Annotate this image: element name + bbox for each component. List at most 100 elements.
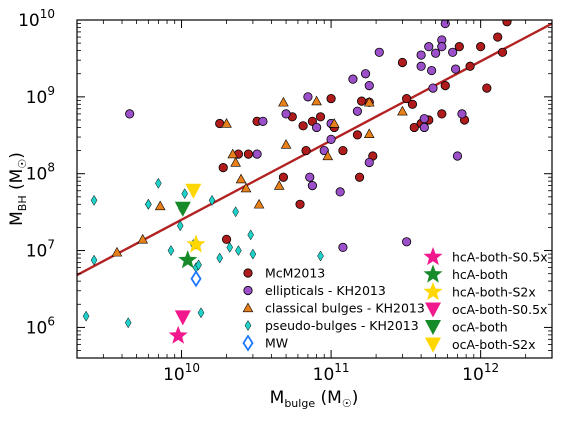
classical-bulges-kh2013-point [154, 200, 166, 211]
pseudo-bulges-kh2013-point [195, 259, 202, 271]
ellipticals-kh2013-point [307, 181, 318, 191]
ellipticals-kh2013-point [457, 109, 467, 119]
mcm2013-point [298, 121, 308, 131]
legend-marker-hca-both-s0-5x [423, 247, 443, 266]
legend-label-pseudo-bulges-kh2013: pseudo-bulges - KH2013 [265, 318, 419, 333]
legend-label-classical-bulges-kh2013: classical bulges - KH2013 [265, 301, 425, 316]
ellipticals-kh2013-point [424, 42, 434, 52]
ellipticals-kh2013-point [437, 42, 447, 52]
legend-marker-oca-both-s0-5x [425, 302, 441, 318]
ellipticals-kh2013-point [416, 61, 426, 71]
pseudo-bulges-kh2013-point [176, 220, 184, 232]
mcm2013-point [502, 20, 512, 27]
classical-bulges-kh2013-point [253, 198, 265, 209]
legend-marker-oca-both-s2x [425, 337, 441, 353]
pseudo-bulges-kh2013-point [124, 317, 132, 329]
pseudo-bulges-kh2013-point [145, 198, 152, 210]
classical-bulges-kh2013-point [137, 233, 149, 244]
pseudo-bulges-kh2013-point [247, 229, 254, 241]
legend-marker-classical-bulges-kh2013 [242, 302, 254, 313]
mcm2013-point [326, 93, 336, 104]
mcm2013-point [301, 145, 311, 156]
legend-label-oca-both: ocA-both [452, 320, 508, 335]
mcm2013-point [407, 99, 418, 109]
mcm2013-point [221, 234, 232, 244]
classical-bulges-kh2013-point [230, 157, 241, 167]
ellipticals-kh2013-point [352, 106, 363, 116]
y-tick-label: 106 [26, 314, 55, 338]
legend-label-oca-both-s2x: ocA-both-S2x [452, 337, 536, 352]
classical-bulges-kh2013-point [397, 105, 408, 116]
classical-bulges-kh2013-point [278, 96, 289, 107]
mcm2013-point [493, 32, 503, 42]
legend-label-mw: MW [265, 336, 288, 351]
ellipticals-kh2013-point [448, 47, 458, 57]
classical-bulges-kh2013-point [221, 118, 232, 128]
ellipticals-kh2013-point [452, 151, 463, 161]
pseudo-bulges-kh2013-point [226, 241, 234, 253]
ellipticals-kh2013-point [427, 65, 437, 76]
ellipticals-kh2013-point [450, 64, 461, 74]
legend-marker-pseudo-bulges-kh2013 [244, 320, 252, 331]
pseudo-bulges-kh2013-point [249, 248, 257, 260]
mcm2013-point [402, 93, 412, 104]
y-axis-ticks: 106 107 108 109 1010 [18, 7, 552, 351]
mcm2013-point [440, 81, 450, 91]
x-tick-label: 1010 [163, 361, 200, 385]
mcm2013-point [482, 83, 492, 93]
mw-point [190, 270, 202, 288]
x-axis-ticks: 1010 1011 1012 [102, 20, 527, 385]
pseudo-bulges-kh2013-point [197, 307, 205, 319]
classical-bulges-kh2013-point [363, 96, 375, 107]
ellipticals-kh2013-point [311, 122, 322, 133]
legend-label-ellipticals-kh2013: ellipticals - KH2013 [265, 283, 386, 298]
classical-bulges-kh2013-point [240, 182, 252, 193]
x-tick-label: 1012 [462, 361, 499, 385]
pseudo-bulges-kh2013-point [232, 206, 239, 218]
ellipticals-kh2013-point [374, 47, 384, 57]
ellipticals-kh2013-point [428, 83, 438, 93]
legend-marker-oca-both [425, 320, 441, 335]
pseudo-bulges-kh2013-point [90, 254, 98, 266]
y-axis-label: MBH (M☉) [7, 152, 29, 226]
mcm2013-point [352, 130, 363, 140]
ellipticals-kh2013-point [364, 157, 374, 168]
ellipticals-kh2013-point [419, 122, 429, 133]
ellipticals-kh2013-point [402, 237, 412, 247]
mcm2013-point [295, 199, 305, 209]
oca-both-s0-5x-point [174, 310, 191, 326]
classical-bulges-kh2013-point [235, 173, 247, 184]
ellipticals-kh2013-point [348, 74, 358, 84]
pseudo-bulges-kh2013-point [208, 194, 216, 206]
legend-marker-hca-both [423, 264, 443, 283]
ellipticals-kh2013-point [303, 92, 313, 102]
y-tick-label: 109 [26, 84, 55, 108]
pseudo-bulges-kh2013-point [181, 188, 188, 200]
classical-bulges-kh2013-point [273, 180, 285, 190]
mcm2013-point [315, 112, 326, 122]
legend-label-oca-both-s0-5x: ocA-both-S0.5x [452, 302, 547, 317]
legend-marker-hca-both-s2x [423, 282, 443, 301]
mcm2013-point [338, 145, 348, 156]
y-tick-label: 108 [26, 161, 55, 185]
mcm2013-point [278, 172, 289, 182]
legend-marker-mw [242, 334, 254, 352]
mcm2013-point [397, 57, 408, 68]
hca-both-point [178, 250, 198, 269]
mcm2013-point [354, 172, 365, 182]
mcm2013-point [437, 109, 447, 119]
classical-bulges-kh2013-point [363, 128, 375, 138]
pseudo-bulges-kh2013-point [216, 252, 224, 264]
mcm2013-point [357, 96, 367, 106]
legend-marker-mcm2013 [243, 268, 253, 278]
legend-marker-ellipticals-kh2013 [243, 285, 253, 296]
x-tick-label: 1011 [313, 361, 350, 385]
mcm2013-point [218, 163, 228, 173]
classical-bulges-kh2013-point [322, 150, 334, 161]
legend-label-hca-both-s0-5x: hcA-both-S0.5x [452, 250, 548, 265]
classical-bulges-kh2013-point [280, 139, 292, 149]
pseudo-bulges-kh2013-point [167, 245, 175, 257]
ellipticals-kh2013-point [326, 134, 336, 144]
mcm2013-point [465, 61, 475, 71]
